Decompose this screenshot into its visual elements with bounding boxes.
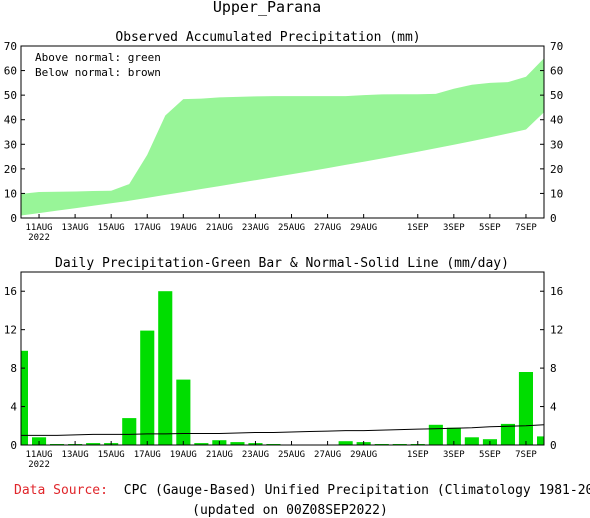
daily-plot — [21, 291, 545, 445]
y-tick-label-right: 0 — [550, 439, 557, 452]
x-tick-label: 17AUG — [134, 223, 161, 233]
y-tick-label-right: 30 — [550, 138, 563, 151]
x-tick-label: 5SEP — [479, 450, 501, 460]
x-tick-label: 27AUG — [314, 223, 341, 233]
x-tick-year: 2022 — [28, 460, 50, 470]
updated-text: (updated on 00Z08SEP2022) — [192, 503, 388, 518]
accumulated-chart: 0 0 10 10 20 20 30 30 40 40 50 50 60 60 70 70 11AUG2022… — [4, 40, 564, 243]
y-tick-label: 8 — [10, 362, 17, 375]
main-title: Upper_Parana — [213, 0, 321, 16]
y-tick-label-right: 60 — [550, 65, 563, 78]
x-tick-label: 5SEP — [479, 223, 501, 233]
x-tick-label: 11AUG — [25, 450, 52, 460]
x-tick-label: 13AUG — [62, 223, 89, 233]
y-tick-label: 20 — [4, 163, 17, 176]
x-tick-label: 7SEP — [515, 223, 537, 233]
daily-precip-bar — [500, 423, 515, 445]
x-tick-label: 11AUG — [25, 223, 52, 233]
y-tick-label: 0 — [10, 439, 17, 452]
y-tick-label: 50 — [4, 89, 17, 102]
y-tick-label-right: 12 — [550, 324, 563, 337]
accumulated-y-axis: 0 0 10 10 20 20 30 30 40 40 50 50 60 60 70 70 — [4, 40, 564, 225]
x-tick-label: 19AUG — [170, 450, 197, 460]
data-source-text: CPC (Gauge-Based) Unified Precipitation … — [124, 483, 590, 498]
x-tick-label: 3SEP — [443, 450, 465, 460]
data-source-line: Data Source: CPC (Gauge-Based) Unified P… — [14, 483, 590, 498]
x-tick-label: 7SEP — [515, 450, 537, 460]
y-tick-label: 4 — [10, 401, 17, 414]
daily-precip-bar — [158, 291, 173, 445]
x-tick-label: 19AUG — [170, 223, 197, 233]
daily-precip-bar — [464, 437, 479, 445]
x-tick-label: 21AUG — [206, 450, 233, 460]
daily-precip-bar — [230, 442, 245, 445]
y-tick-label-right: 50 — [550, 89, 563, 102]
y-tick-label-right: 40 — [550, 114, 563, 127]
accumulated-surplus-band — [21, 58, 544, 216]
y-tick-label-right: 0 — [550, 212, 557, 225]
daily-precip-bar — [21, 350, 28, 445]
x-tick-label: 17AUG — [134, 450, 161, 460]
daily-precip-bar — [338, 441, 353, 445]
accumulated-plot-frame — [20, 45, 545, 219]
y-tick-label: 40 — [4, 114, 17, 127]
daily-plot-frame — [20, 271, 545, 446]
y-tick-label-right: 4 — [550, 401, 557, 414]
normal-line — [21, 424, 545, 436]
legend-above-normal: Above normal: green — [35, 51, 161, 64]
daily-precip-bar — [518, 372, 533, 445]
top-chart-title: Observed Accumulated Precipitation (mm) — [115, 30, 420, 45]
y-tick-label-right: 20 — [550, 163, 563, 176]
x-tick-label: 25AUG — [278, 223, 305, 233]
y-tick-label: 70 — [4, 40, 17, 53]
daily-precip-bar — [428, 424, 443, 445]
accumulated-plot — [21, 58, 544, 216]
x-tick-label: 23AUG — [242, 223, 269, 233]
x-tick-label: 15AUG — [98, 223, 125, 233]
daily-precip-bar — [86, 443, 101, 445]
x-tick-label: 1SEP — [407, 223, 429, 233]
x-tick-label: 25AUG — [278, 450, 305, 460]
daily-precip-bar — [537, 436, 544, 445]
daily-precip-bar — [446, 427, 461, 445]
legend-below-normal: Below normal: brown — [35, 66, 161, 79]
y-tick-label: 0 — [10, 212, 17, 225]
x-tick-label: 3SEP — [443, 223, 465, 233]
daily-precip-bar — [140, 330, 155, 445]
y-tick-label-right: 8 — [550, 362, 557, 375]
x-tick-label: 21AUG — [206, 223, 233, 233]
x-tick-label: 13AUG — [62, 450, 89, 460]
x-tick-label: 1SEP — [407, 450, 429, 460]
x-tick-label: 29AUG — [350, 223, 377, 233]
y-tick-label: 16 — [4, 285, 17, 298]
y-tick-label-right: 16 — [550, 285, 563, 298]
x-tick-label: 23AUG — [242, 450, 269, 460]
y-tick-label: 10 — [4, 187, 17, 200]
x-tick-label: 29AUG — [350, 450, 377, 460]
bottom-chart-title: Daily Precipitation-Green Bar & Normal-S… — [55, 256, 509, 271]
y-tick-label-right: 70 — [550, 40, 563, 53]
daily-precip-bar — [194, 443, 209, 445]
y-tick-label: 60 — [4, 65, 17, 78]
y-tick-label: 30 — [4, 138, 17, 151]
daily-precip-bar — [176, 379, 191, 445]
x-tick-label: 27AUG — [314, 450, 341, 460]
y-tick-label: 12 — [4, 324, 17, 337]
y-tick-label-right: 10 — [550, 187, 563, 200]
x-tick-year: 2022 — [28, 233, 50, 243]
x-tick-label: 15AUG — [98, 450, 125, 460]
daily-precip-bar — [122, 418, 137, 445]
data-source-label: Data Source: — [14, 483, 108, 498]
daily-y-axis: 0 0 4 4 8 8 12 12 16 16 — [4, 285, 564, 452]
